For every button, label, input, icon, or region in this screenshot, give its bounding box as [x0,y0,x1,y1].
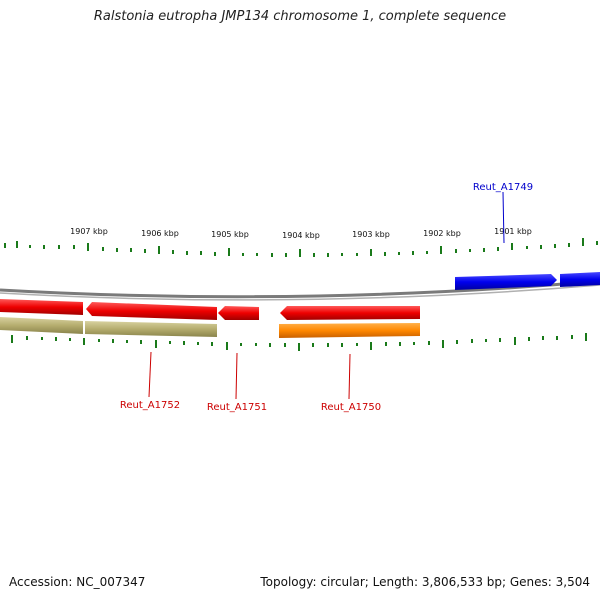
gene-label-reut-a1750[interactable]: Reut_A1750 [321,402,381,413]
label-line-reut-a1749 [502,191,505,244]
label-line-reut-a1752 [148,351,152,398]
label-line-reut-a1751 [235,352,238,400]
bottom-tick-row [11,333,587,351]
chromosome-backbone-inner [0,284,600,301]
scale-label-1903: 1903 kbp [352,230,390,239]
scale-label-1907: 1907 kbp [70,227,108,236]
scale-label-1906: 1906 kbp [141,229,179,238]
genome-summary-text: Topology: circular; Length: 3,806,533 bp… [260,575,590,589]
gene-arrow-reut-a1749[interactable] [455,274,557,290]
gene-label-reut-a1752[interactable]: Reut_A1752 [120,400,180,411]
accession-text: Accession: NC_007347 [9,575,146,589]
top-tick-row [4,238,598,257]
scale-label-1904: 1904 kbp [282,231,320,240]
gene-block-olive-left[interactable] [0,317,83,334]
scale-label-1902: 1902 kbp [423,229,461,238]
gene-label-reut-a1751[interactable]: Reut_A1751 [207,402,267,413]
gene-arrow-blue-right-edge[interactable] [560,272,600,287]
scale-label-1901: 1901 kbp [494,227,532,236]
gene-arrow-reut-a1752[interactable] [86,302,217,320]
scale-label-1905: 1905 kbp [211,230,249,239]
gene-block-orange[interactable] [279,323,420,338]
map-title: Ralstonia eutropha JMP134 chromosome 1, … [93,9,507,24]
gene-block-olive-middle[interactable] [85,321,217,337]
gene-arrow-reut-a1750[interactable] [280,306,420,320]
gene-arrow-reut-a1751[interactable] [218,306,259,320]
gene-arrow-red-left-edge[interactable] [0,299,83,315]
label-line-reut-a1750 [348,353,351,400]
gene-label-reut-a1749[interactable]: Reut_A1749 [473,182,533,193]
